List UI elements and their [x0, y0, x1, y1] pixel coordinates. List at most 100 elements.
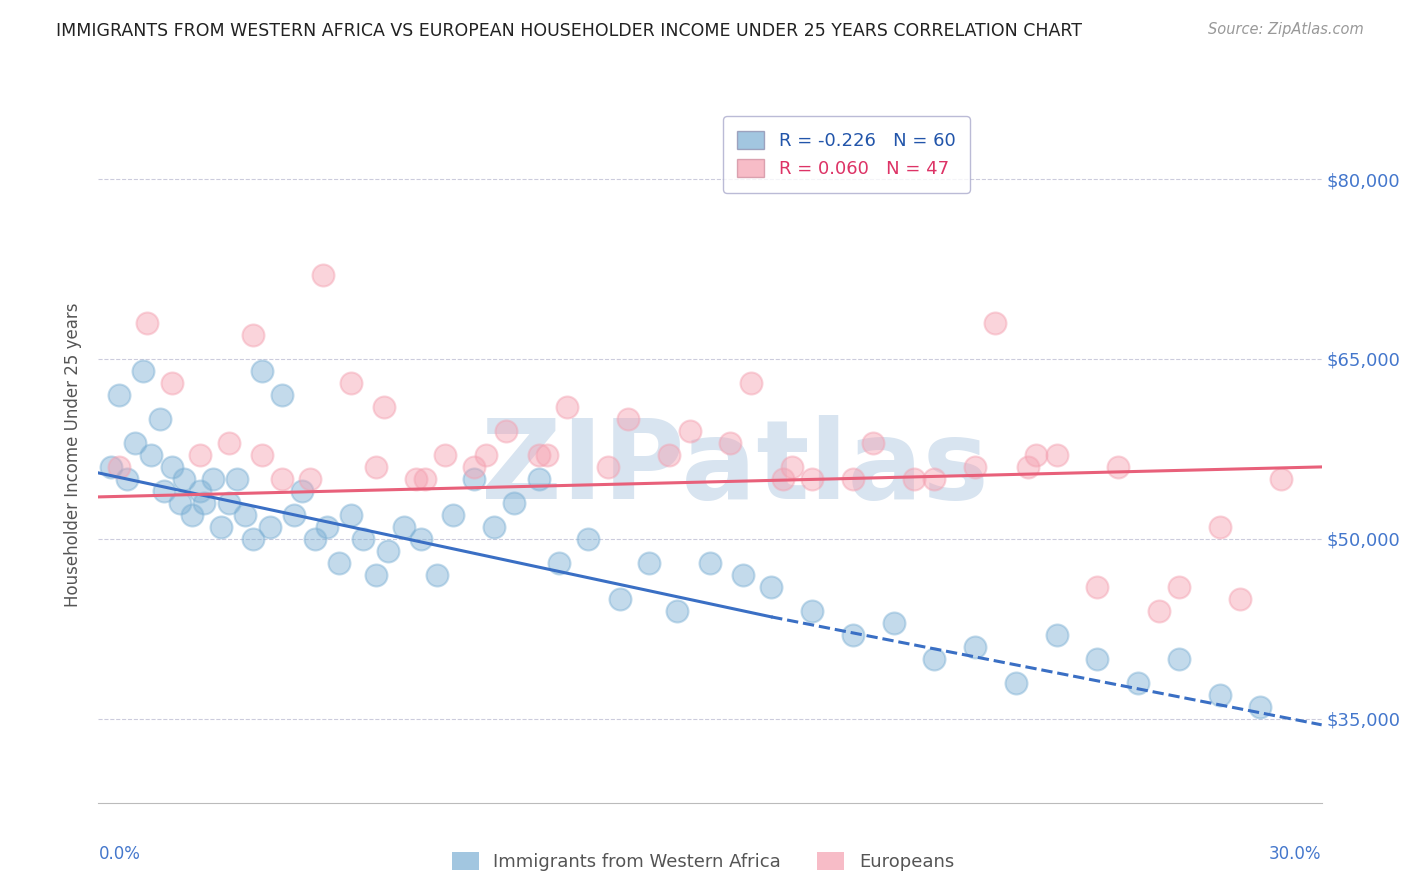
Point — [270, 388, 294, 402]
Point — [903, 472, 925, 486]
Point — [922, 652, 945, 666]
Point — [270, 472, 294, 486]
Point — [218, 496, 240, 510]
Point — [152, 483, 174, 498]
Point — [108, 388, 131, 402]
Point — [883, 615, 905, 630]
Point — [136, 316, 159, 330]
Point — [441, 508, 464, 522]
Point — [149, 412, 172, 426]
Point — [392, 520, 416, 534]
Point — [759, 580, 782, 594]
Point — [283, 508, 305, 522]
Point — [1045, 628, 1069, 642]
Point — [617, 412, 640, 426]
Point — [160, 459, 183, 474]
Point — [965, 459, 987, 474]
Point — [315, 520, 337, 534]
Point — [720, 436, 742, 450]
Point — [463, 472, 485, 486]
Point — [1085, 652, 1108, 666]
Point — [772, 472, 794, 486]
Point — [201, 472, 224, 486]
Point — [482, 520, 505, 534]
Text: ZIPatlas: ZIPatlas — [481, 416, 988, 523]
Point — [731, 567, 754, 582]
Point — [160, 376, 183, 390]
Point — [352, 532, 374, 546]
Point — [801, 604, 824, 618]
Point — [132, 364, 155, 378]
Point — [181, 508, 204, 522]
Point — [1270, 472, 1292, 486]
Point — [801, 472, 824, 486]
Point — [193, 496, 215, 510]
Legend: Immigrants from Western Africa, Europeans: Immigrants from Western Africa, European… — [444, 845, 962, 879]
Point — [433, 448, 456, 462]
Point — [340, 376, 363, 390]
Point — [1128, 676, 1150, 690]
Point — [312, 268, 335, 282]
Text: 0.0%: 0.0% — [98, 845, 141, 863]
Point — [576, 532, 599, 546]
Point — [984, 316, 1007, 330]
Point — [1208, 520, 1232, 534]
Point — [188, 448, 212, 462]
Point — [780, 459, 803, 474]
Point — [340, 508, 363, 522]
Point — [100, 459, 122, 474]
Legend: R = -0.226   N = 60, R = 0.060   N = 47: R = -0.226 N = 60, R = 0.060 N = 47 — [723, 116, 970, 193]
Point — [188, 483, 212, 498]
Point — [250, 448, 273, 462]
Point — [373, 400, 395, 414]
Point — [250, 364, 273, 378]
Text: IMMIGRANTS FROM WESTERN AFRICA VS EUROPEAN HOUSEHOLDER INCOME UNDER 25 YEARS COR: IMMIGRANTS FROM WESTERN AFRICA VS EUROPE… — [56, 22, 1083, 40]
Point — [548, 556, 571, 570]
Point — [173, 472, 195, 486]
Point — [242, 532, 264, 546]
Point — [226, 472, 249, 486]
Point — [242, 328, 264, 343]
Point — [609, 591, 631, 606]
Point — [1017, 459, 1039, 474]
Point — [1229, 591, 1251, 606]
Point — [413, 472, 436, 486]
Point — [841, 472, 863, 486]
Point — [536, 448, 558, 462]
Point — [328, 556, 350, 570]
Point — [841, 628, 863, 642]
Point — [527, 448, 550, 462]
Point — [557, 400, 579, 414]
Point — [1045, 448, 1069, 462]
Point — [503, 496, 526, 510]
Point — [1004, 676, 1026, 690]
Point — [409, 532, 432, 546]
Point — [1167, 652, 1189, 666]
Point — [304, 532, 326, 546]
Point — [141, 448, 163, 462]
Point — [699, 556, 721, 570]
Point — [463, 459, 485, 474]
Point — [666, 604, 689, 618]
Point — [474, 448, 498, 462]
Point — [209, 520, 232, 534]
Point — [965, 640, 987, 654]
Point — [233, 508, 256, 522]
Point — [1107, 459, 1129, 474]
Point — [218, 436, 240, 450]
Point — [291, 483, 314, 498]
Point — [740, 376, 762, 390]
Point — [169, 496, 191, 510]
Point — [1249, 699, 1271, 714]
Point — [862, 436, 884, 450]
Point — [1085, 580, 1108, 594]
Point — [259, 520, 281, 534]
Y-axis label: Householder Income Under 25 years: Householder Income Under 25 years — [65, 302, 83, 607]
Point — [426, 567, 449, 582]
Point — [658, 448, 681, 462]
Text: Source: ZipAtlas.com: Source: ZipAtlas.com — [1208, 22, 1364, 37]
Point — [299, 472, 322, 486]
Point — [124, 436, 146, 450]
Point — [108, 459, 131, 474]
Point — [115, 472, 138, 486]
